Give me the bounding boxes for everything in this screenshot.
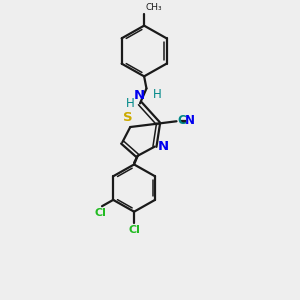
Text: H: H	[153, 88, 162, 101]
Text: C: C	[177, 114, 186, 127]
Text: Cl: Cl	[94, 208, 106, 218]
Text: N: N	[134, 89, 145, 102]
Text: N: N	[158, 140, 169, 153]
Text: S: S	[123, 111, 133, 124]
Text: Cl: Cl	[128, 225, 140, 235]
Text: CH₃: CH₃	[146, 3, 162, 12]
Text: N: N	[185, 114, 195, 127]
Text: H: H	[126, 98, 135, 110]
